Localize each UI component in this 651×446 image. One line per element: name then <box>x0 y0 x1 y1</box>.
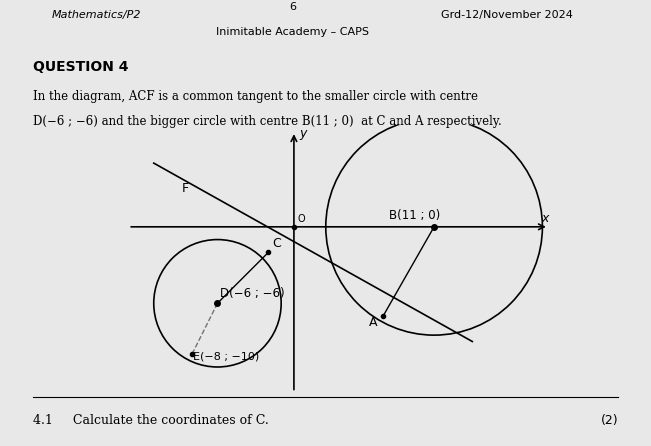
Text: F: F <box>182 182 189 195</box>
Text: x: x <box>541 212 549 225</box>
Text: Mathematics/P2: Mathematics/P2 <box>52 10 141 20</box>
Text: D(−6 ; −6): D(−6 ; −6) <box>220 287 284 300</box>
Text: Inimitable Academy – CAPS: Inimitable Academy – CAPS <box>216 28 370 37</box>
Text: QUESTION 4: QUESTION 4 <box>33 60 128 74</box>
Text: B(11 ; 0): B(11 ; 0) <box>389 209 441 222</box>
Text: C: C <box>272 237 281 250</box>
Text: y: y <box>299 127 307 140</box>
Text: A: A <box>368 316 377 329</box>
Text: O: O <box>298 214 305 224</box>
Text: Grd-12/November 2024: Grd-12/November 2024 <box>441 10 573 20</box>
Text: 4.1     Calculate the coordinates of C.: 4.1 Calculate the coordinates of C. <box>33 414 268 427</box>
Text: E(−8 ; −10): E(−8 ; −10) <box>193 351 260 361</box>
Text: 6: 6 <box>290 3 296 12</box>
Text: In the diagram, ACF is a common tangent to the smaller circle with centre: In the diagram, ACF is a common tangent … <box>33 90 478 103</box>
Text: D(−6 ; −6) and the bigger circle with centre B(11 ; 0)  at C and A respectively.: D(−6 ; −6) and the bigger circle with ce… <box>33 115 501 128</box>
Text: (2): (2) <box>601 414 618 427</box>
